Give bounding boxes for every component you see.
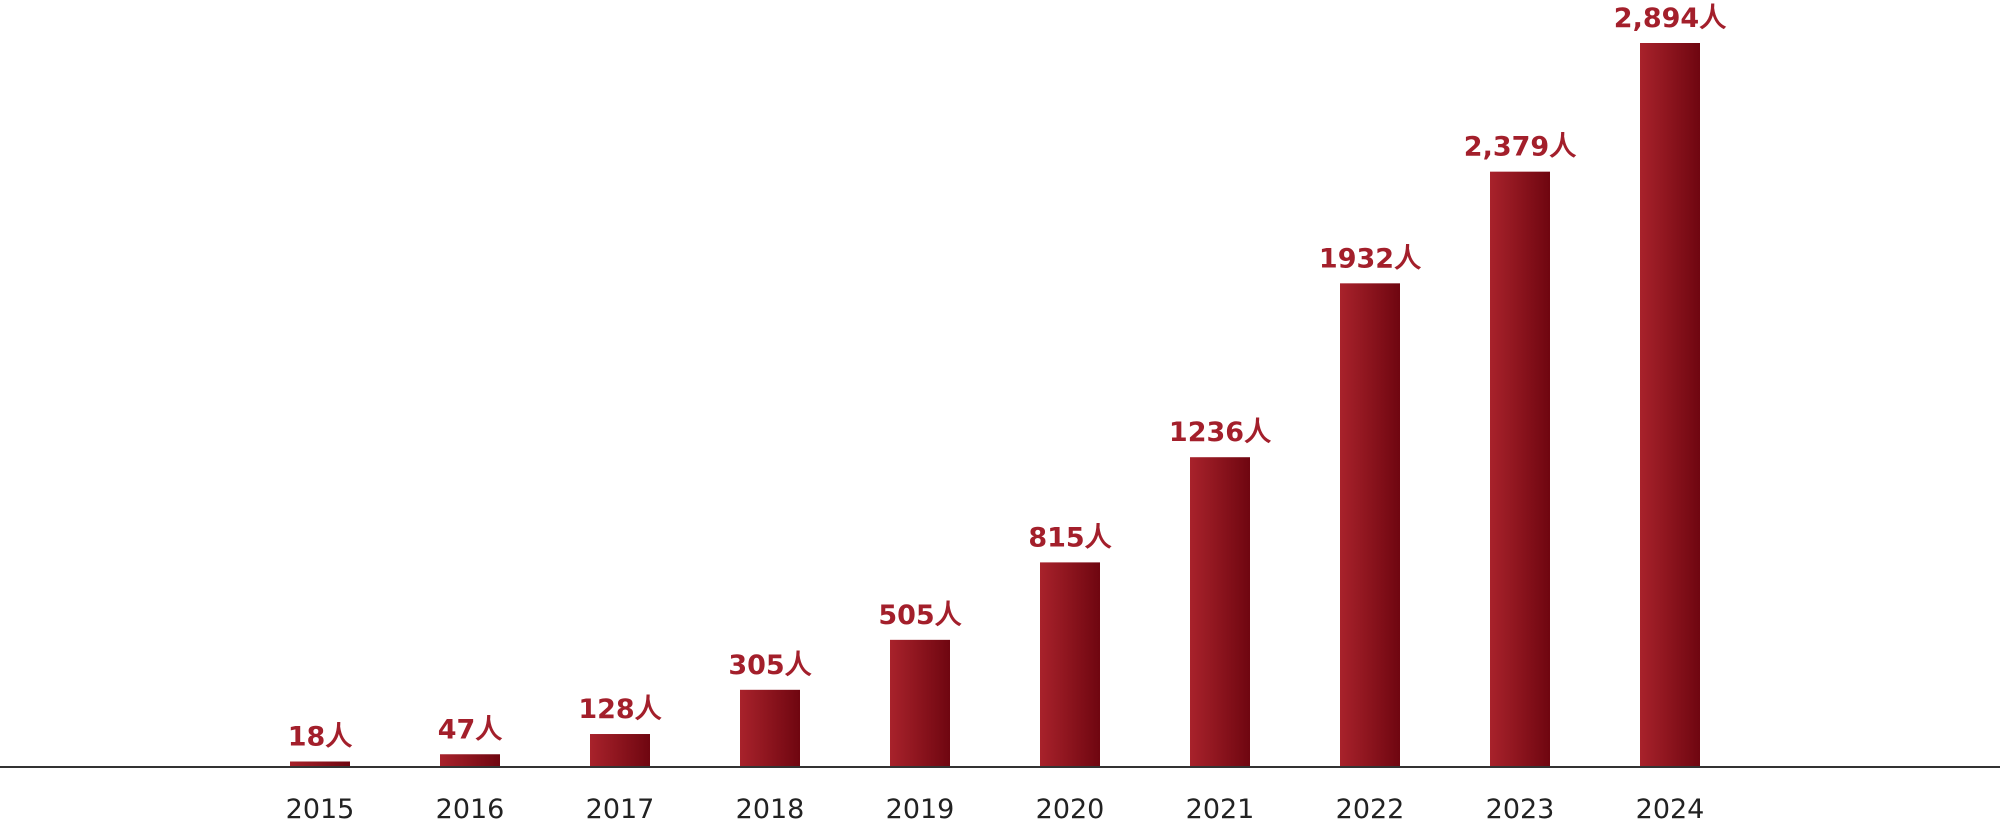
x-tick-label: 2022 <box>1336 794 1405 822</box>
value-label: 815人 <box>1028 522 1111 553</box>
value-label: 2,379人 <box>1464 132 1576 163</box>
bar <box>1040 562 1100 766</box>
value-label: 47人 <box>438 714 503 745</box>
x-tick-label: 2018 <box>736 794 805 822</box>
value-label: 1236人 <box>1169 417 1271 448</box>
x-tick-label: 2016 <box>436 794 505 822</box>
value-label: 305人 <box>728 650 811 681</box>
bar <box>890 639 950 766</box>
value-label: 505人 <box>878 600 961 631</box>
bar <box>740 689 800 766</box>
x-tick-label: 2023 <box>1486 794 1555 822</box>
bar <box>1190 457 1250 766</box>
value-label: 1932人 <box>1319 243 1421 274</box>
value-label: 18人 <box>288 722 353 753</box>
bar <box>590 734 650 766</box>
value-label: 2,894人 <box>1614 3 1726 34</box>
value-label: 128人 <box>578 694 661 725</box>
bar <box>290 761 350 766</box>
x-tick-label: 2019 <box>886 794 955 822</box>
bar <box>1340 283 1400 766</box>
bar <box>1490 171 1550 767</box>
x-tick-label: 2017 <box>586 794 655 822</box>
x-tick-label: 2020 <box>1036 794 1105 822</box>
x-tick-label: 2024 <box>1636 794 1705 822</box>
bar <box>440 754 500 766</box>
x-tick-label: 2015 <box>286 794 355 822</box>
bar <box>1640 43 1700 766</box>
x-tick-label: 2021 <box>1186 794 1255 822</box>
